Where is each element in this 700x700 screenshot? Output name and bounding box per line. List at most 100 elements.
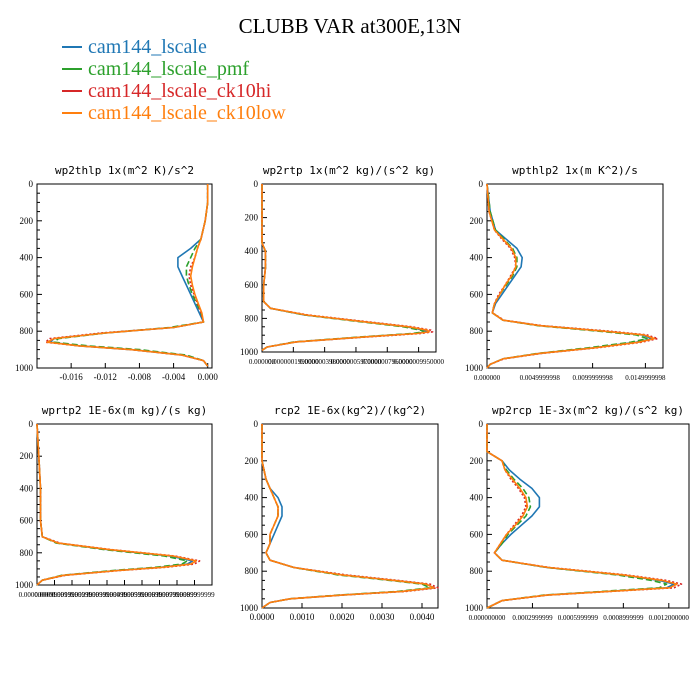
y-tick-label: 600: [470, 529, 484, 539]
legend-label: cam144_lscale_ck10hi: [88, 80, 272, 102]
plot-frame: [36, 183, 213, 369]
series-line: [53, 184, 209, 367]
y-tick-label: 1000: [240, 347, 259, 357]
legend-swatch: [62, 112, 82, 114]
series-line: [261, 424, 431, 609]
x-tick-label: 0.0049999998: [520, 374, 561, 382]
x-tick-label: 0.0000007960000: [362, 358, 413, 366]
x-tick-label: 0.0029999999: [69, 591, 110, 599]
x-tick-label: 0.0039999999: [87, 591, 128, 599]
x-tick-label: 0.0079999999: [157, 591, 198, 599]
legend-swatch: [62, 46, 82, 48]
x-tick-label: 0.0012000000: [649, 614, 690, 622]
y-tick-label: 400: [20, 483, 34, 493]
series-line: [48, 184, 209, 367]
series-line: [36, 423, 197, 586]
x-tick-label: 0.0019999999: [52, 591, 93, 599]
x-tick-label: -0.008: [128, 372, 152, 382]
y-tick-label: 800: [245, 313, 259, 323]
series-line: [36, 423, 201, 586]
x-tick-label: 0.000000: [474, 374, 501, 382]
y-tick-label: 400: [470, 493, 484, 503]
panel-title: wp2rtp 1x(m^2 kg)/(s^2 kg): [263, 164, 435, 177]
x-tick-label: 0.000000000: [469, 614, 506, 622]
x-tick-label: -0.004: [162, 372, 186, 382]
y-tick-label: 600: [245, 280, 259, 290]
legend-label: cam144_lscale_pmf: [88, 58, 250, 80]
plot-frame: [36, 423, 213, 586]
series-line: [486, 424, 668, 609]
y-tick-label: 600: [245, 529, 259, 539]
y-tick-label: 1000: [240, 603, 259, 613]
x-tick-label: 0.0069999999: [139, 591, 180, 599]
x-tick-label: 0.0005999999: [558, 614, 599, 622]
legend: cam144_lscale cam144_lscale_pmf cam144_l…: [62, 36, 286, 124]
series-line: [261, 424, 435, 609]
panel-title: wprtp2 1E-6x(m kg)/(s kg): [42, 404, 208, 417]
y-tick-label: 0: [254, 179, 259, 189]
y-tick-label: 800: [20, 326, 34, 336]
y-tick-label: 200: [245, 456, 259, 466]
x-tick-label: 0.000000000: [19, 591, 56, 599]
panel-title: wpthlp2 1x(m K^2)/s: [512, 164, 638, 177]
y-tick-label: 800: [470, 566, 484, 576]
x-tick-label: 0.0000003980000: [299, 358, 350, 366]
legend-entry: cam144_lscale: [62, 36, 286, 58]
series-line: [486, 424, 678, 609]
y-tick-label: 200: [470, 456, 484, 466]
legend-swatch: [62, 68, 82, 70]
x-tick-label: 0.0008999999: [603, 614, 644, 622]
y-tick-label: 400: [245, 493, 259, 503]
y-tick-label: 600: [20, 289, 34, 299]
y-tick-label: 800: [245, 566, 259, 576]
legend-entry: cam144_lscale_ck10hi: [62, 80, 286, 102]
x-tick-label: 0.0099999998: [572, 374, 613, 382]
figure-title: CLUBB VAR at300E,13N: [238, 14, 462, 38]
series-line: [36, 423, 194, 586]
x-tick-label: 0.0000: [250, 612, 275, 622]
y-tick-label: 200: [20, 216, 34, 226]
y-tick-label: 1000: [465, 363, 484, 373]
x-tick-label: 0.0030: [370, 612, 395, 622]
y-tick-label: 800: [470, 326, 484, 336]
y-tick-label: 400: [20, 253, 34, 263]
y-tick-label: 400: [470, 253, 484, 263]
y-tick-label: 400: [245, 246, 259, 256]
y-tick-label: 0: [29, 179, 34, 189]
y-tick-label: 1000: [15, 363, 34, 373]
x-tick-label: 0.000000: [249, 358, 276, 366]
y-tick-label: 200: [245, 213, 259, 223]
y-tick-label: 0: [254, 419, 259, 429]
y-tick-label: 0: [29, 419, 34, 429]
series-line: [261, 424, 439, 609]
panel-title: rcp2 1E-6x(kg^2)/(kg^2): [274, 404, 426, 417]
x-tick-label: 0.0040: [410, 612, 435, 622]
y-tick-label: 600: [470, 289, 484, 299]
series-line: [261, 184, 434, 351]
x-tick-label: 0.0049999999: [104, 591, 145, 599]
legend-label: cam144_lscale_ck10low: [88, 102, 286, 124]
series-line: [44, 184, 209, 367]
y-tick-label: 600: [20, 516, 34, 526]
y-tick-label: 800: [20, 548, 34, 558]
x-tick-label: 0.0000001990000: [268, 358, 319, 366]
y-tick-label: 0: [479, 419, 484, 429]
series-line: [46, 184, 209, 367]
panel-title: wp2thlp 1x(m^2 K)/s^2: [55, 164, 194, 177]
y-tick-label: 1000: [465, 603, 484, 613]
legend-entry: cam144_lscale_ck10low: [62, 102, 286, 124]
panel-title: wp2rcp 1E-3x(m^2 kg)/(s^2 kg): [492, 404, 684, 417]
series-line: [261, 424, 435, 609]
legend-entry: cam144_lscale_pmf: [62, 58, 286, 80]
series-line: [261, 184, 431, 351]
x-tick-label: 0.0000005970000: [331, 358, 382, 366]
x-tick-label: 0.0009999999: [34, 591, 75, 599]
legend-label: cam144_lscale: [88, 36, 207, 58]
x-tick-label: 0.0059999999: [122, 591, 163, 599]
y-tick-label: 200: [20, 451, 34, 461]
y-tick-label: 200: [470, 216, 484, 226]
series-line: [486, 183, 656, 369]
x-tick-label: 0.0089999999: [174, 591, 215, 599]
x-tick-label: 0.0010: [290, 612, 315, 622]
